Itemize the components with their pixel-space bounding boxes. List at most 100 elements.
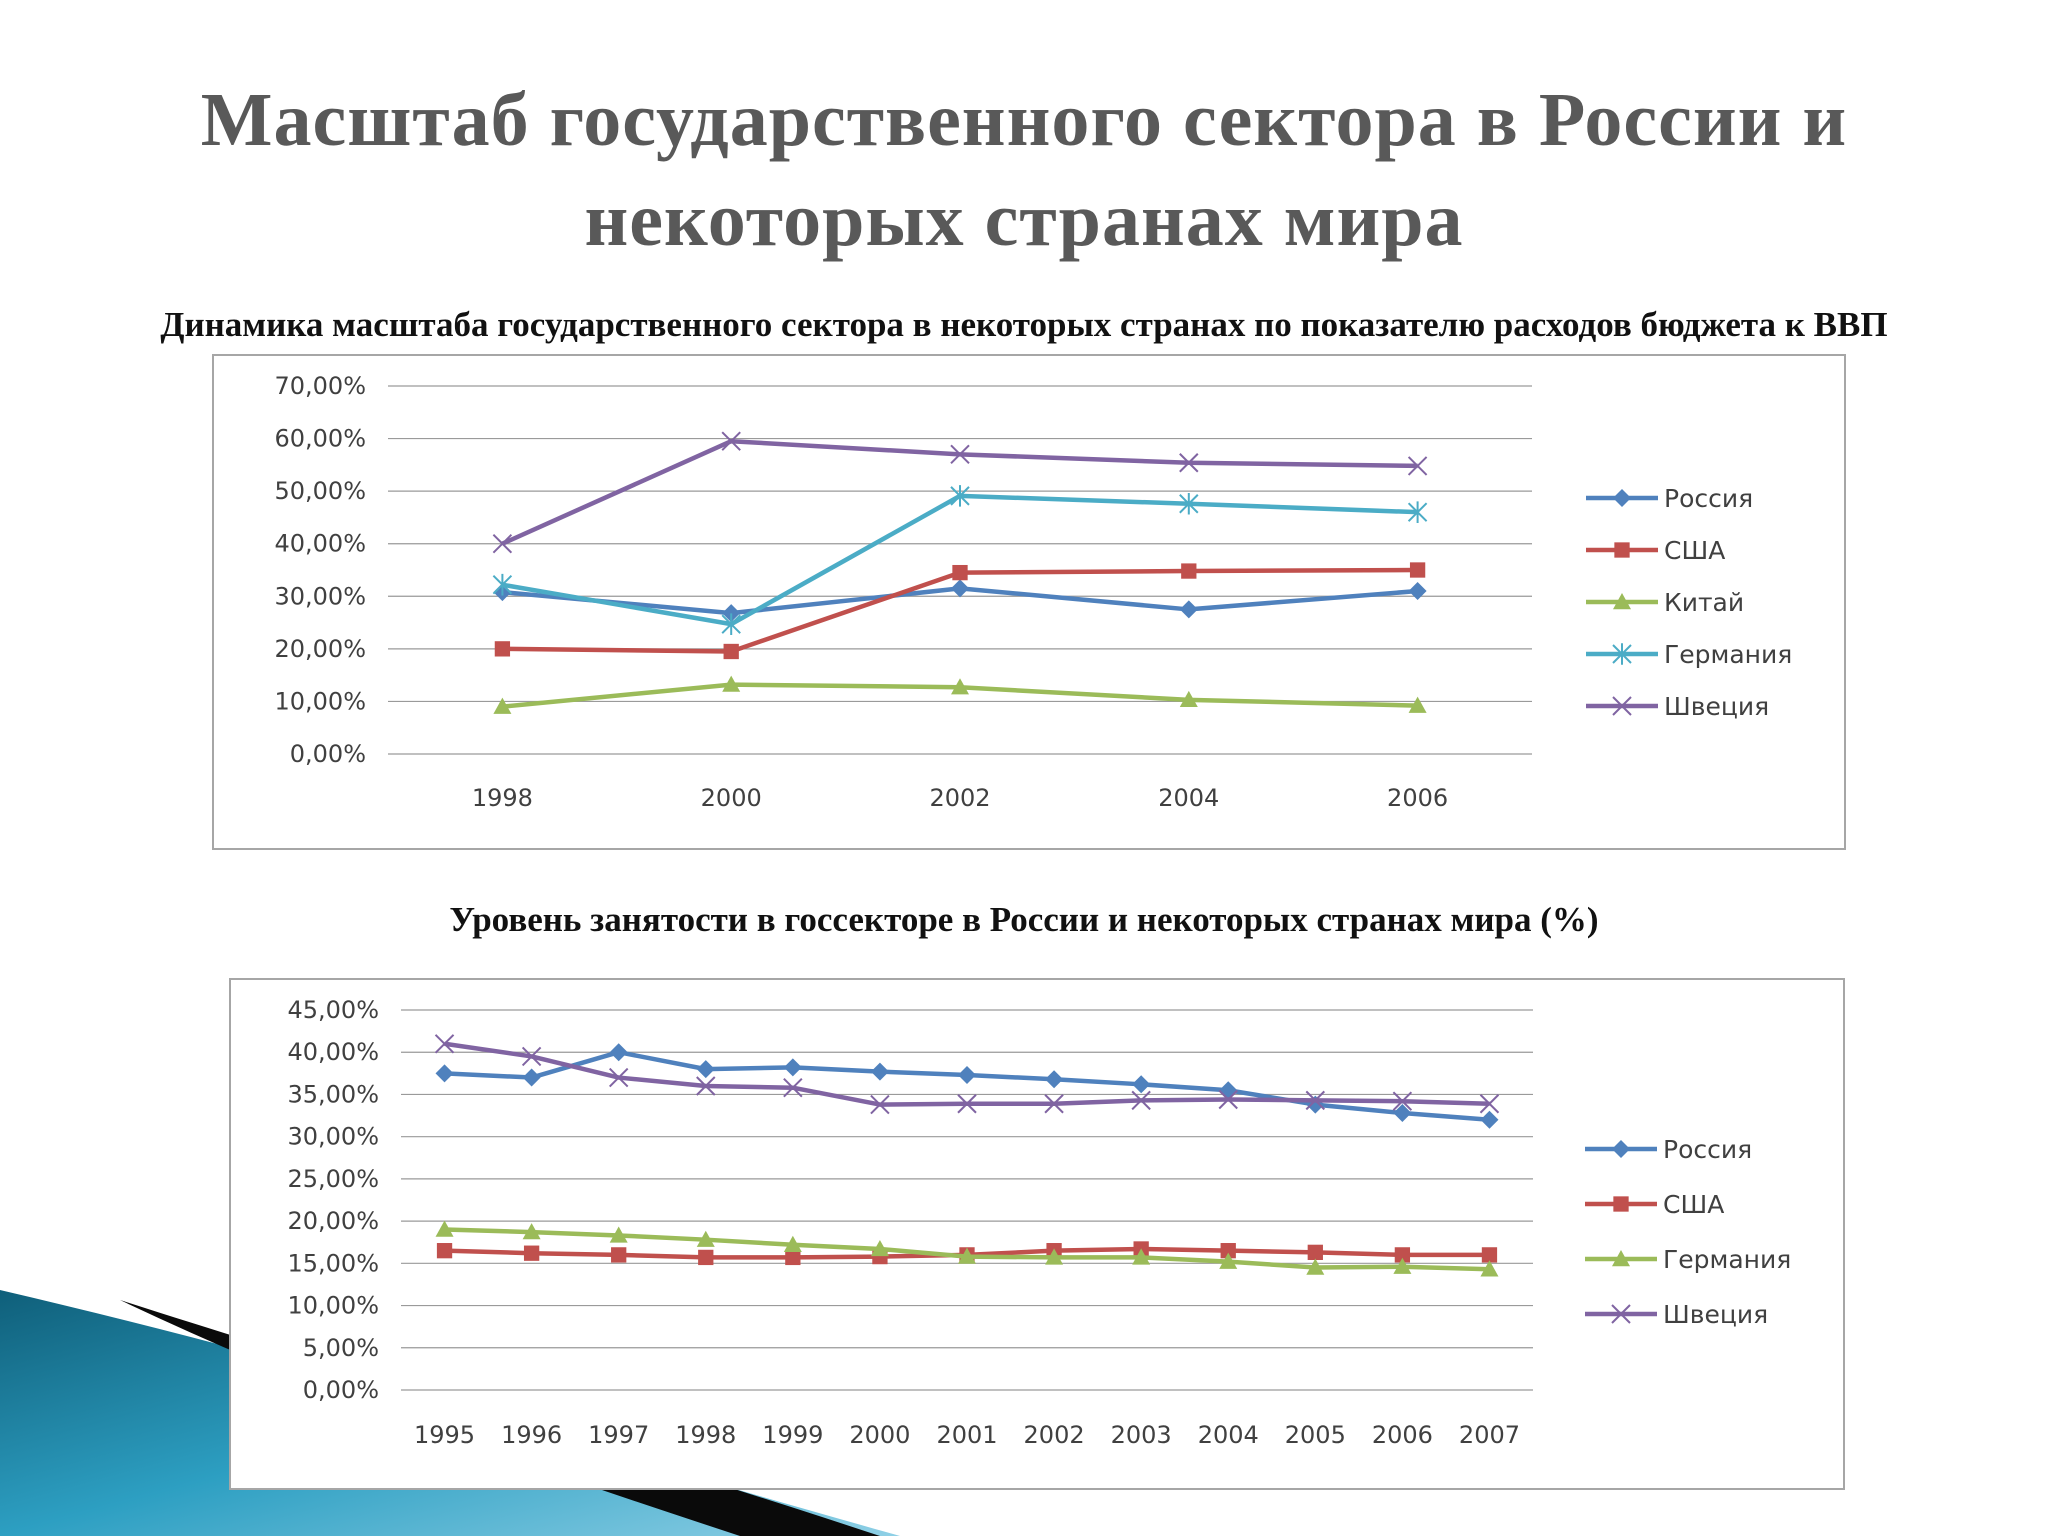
chart-2-series-германия-point	[1306, 1258, 1325, 1275]
chart-1-x-tick-label: 1998	[472, 784, 533, 812]
chart-1-x-tick-label: 2006	[1387, 784, 1448, 812]
chart-2-x-tick-label: 2005	[1285, 1421, 1346, 1449]
chart-2-series-россия-point	[870, 1062, 889, 1081]
chart-2-series-германия-point	[1132, 1248, 1151, 1265]
chart-1-series-россия-point	[951, 579, 969, 598]
chart-1-series-германия	[492, 485, 1428, 635]
chart-2-x-axis: 1995 1996 1997 1998 1999 2000 2001 2002 2003 2004…	[414, 1421, 1520, 1449]
chart-1-legend-marker	[1613, 593, 1631, 610]
chart-1-series-германия-point	[492, 573, 513, 596]
chart-1-legend-marker	[1612, 696, 1632, 716]
chart-2-legend-marker	[1612, 1140, 1630, 1158]
chart-2-series-германия-point	[696, 1230, 715, 1247]
chart-2-legend-label: Россия	[1663, 1135, 1752, 1164]
chart-1-title: Динамика масштаба государственного секто…	[160, 305, 1888, 344]
chart-1-legend-label: Россия	[1664, 484, 1753, 513]
chart-2-gridlines	[401, 1009, 1533, 1391]
chart-2-legend: Россия США Германия Швеция	[1585, 1135, 1791, 1329]
chart-1-series-китай-point	[1179, 690, 1198, 708]
chart-1-series-швеция	[492, 431, 1428, 554]
chart-2-series-швеция-point	[521, 1046, 542, 1067]
chart-1-series-германия-point	[1179, 492, 1199, 515]
chart-2-series-россия-point	[522, 1068, 541, 1087]
chart-1-legend-marker	[1613, 489, 1631, 507]
chart-2-legend-marker	[1612, 1250, 1630, 1267]
chart-2-y-tick-label: 20,00%	[287, 1207, 379, 1235]
chart-2-x-tick-label: 1999	[762, 1421, 823, 1449]
chart-2-series-швеция-point	[783, 1077, 803, 1098]
chart-1-y-tick-label: 30,00%	[274, 582, 366, 610]
chart-1-series-швеция-point	[492, 534, 513, 554]
chart-2-y-axis: 0,00% 5,00% 10,00% 15,00% 20,00% 25,00% 30,00%…	[287, 996, 379, 1404]
chart-1-series-германия-point	[721, 613, 741, 635]
chart-2-series-швеция-point	[1044, 1094, 1064, 1114]
chart-2-x-tick-label: 2004	[1198, 1421, 1259, 1449]
chart-2-legend-item-швеция: Швеция	[1585, 1300, 1768, 1329]
chart-2-series-швеция-point	[1131, 1090, 1151, 1111]
chart-2-series-германия-point	[609, 1226, 628, 1243]
chart-2-y-tick-label: 0,00%	[303, 1376, 379, 1404]
chart-2-x-tick-label: 2000	[849, 1421, 910, 1449]
chart-2-x-tick-label: 2001	[936, 1421, 997, 1449]
chart-1-legend-item-швеция: Швеция	[1586, 692, 1769, 721]
chart-1-series-швеция-point	[1407, 456, 1428, 476]
chart-1-y-axis: 0,00% 10,00% 20,00% 30,00% 40,00% 50,00% 60,00…	[274, 372, 366, 768]
chart-2-x-tick-label: 1997	[588, 1421, 649, 1449]
chart-1-series-китай-point	[722, 675, 741, 692]
chart-2-series-сша-point	[698, 1249, 714, 1266]
chart-1-legend-marker	[1612, 643, 1632, 665]
chart-1-legend-item-германия: Германия	[1586, 640, 1792, 669]
chart-2-series-сша-point	[1307, 1244, 1323, 1261]
chart-2-series-сша-point	[611, 1247, 627, 1263]
chart-2-series-сша-point	[1220, 1243, 1236, 1259]
chart-2-series-россия-point	[609, 1043, 628, 1062]
chart-1-series-сша-point	[1409, 562, 1426, 578]
chart-1-legend-label: Швеция	[1664, 692, 1769, 721]
chart-1-y-tick-label: 40,00%	[274, 530, 366, 558]
chart-2-series-россия	[435, 1043, 1499, 1129]
chart-2-x-tick-label: 2006	[1372, 1421, 1433, 1449]
chart-1-legend-label: Китай	[1664, 588, 1744, 617]
chart-2-series-сша-point	[436, 1243, 453, 1259]
slide-title: Масштаб государственного сектора в Росси…	[0, 70, 2048, 270]
chart-2-series-сша-point	[1481, 1247, 1498, 1263]
chart-1-series-россия-point	[1179, 600, 1198, 619]
chart-2-legend-label: Германия	[1663, 1245, 1791, 1274]
chart-1-y-tick-label: 10,00%	[274, 687, 366, 715]
budget-spending-chart-svg: 0,00% 10,00% 20,00% 30,00% 40,00% 50,00% 60,00…	[274, 372, 1792, 812]
slide-title-line-1: Масштаб государственного сектора в Росси…	[200, 78, 1848, 162]
chart-1-y-tick-label: 70,00%	[274, 372, 366, 400]
chart-2-x-tick-label: 1996	[501, 1421, 562, 1449]
chart-2-series-германия-point	[1219, 1252, 1238, 1269]
chart-1-legend-item-китай: Китай	[1586, 588, 1744, 617]
chart-2-legend-item-германия: Германия	[1585, 1245, 1791, 1274]
chart-2-legend-label: Швеция	[1663, 1300, 1768, 1329]
chart-2-y-tick-label: 40,00%	[287, 1038, 379, 1066]
chart-2-series-сша-point	[523, 1245, 540, 1261]
chart-2-series-россия-point	[958, 1066, 976, 1085]
chart-2-x-tick-label: 2002	[1024, 1421, 1085, 1449]
chart-2-series-россия-point	[435, 1064, 454, 1083]
chart-1-x-tick-label: 2004	[1158, 784, 1219, 812]
chart-1-y-tick-label: 50,00%	[274, 477, 366, 505]
chart-2-y-tick-label: 35,00%	[287, 1080, 379, 1108]
chart-2-x-tick-label: 2003	[1111, 1421, 1172, 1449]
chart-1-series-китай-point	[1408, 696, 1427, 713]
chart-2-series-германия-point	[783, 1235, 802, 1252]
chart-2-x-tick-label: 1998	[675, 1421, 736, 1449]
chart-2-series-германия-point	[1393, 1257, 1412, 1274]
chart-2-series-россия-point	[1306, 1095, 1325, 1114]
chart-1-legend-marker	[1614, 542, 1630, 558]
chart-2-title: Уровень занятости в госсекторе в России …	[449, 900, 1599, 939]
chart-2-y-tick-label: 10,00%	[287, 1292, 379, 1320]
chart-2-series-швеция-point	[1218, 1089, 1238, 1110]
chart-1-x-tick-label: 2000	[701, 784, 762, 812]
chart-2-series-германия-point	[870, 1239, 889, 1257]
chart-2-series-россия-point	[1132, 1075, 1151, 1094]
chart-1-series-китай-point	[493, 697, 512, 714]
chart-2-y-tick-label: 25,00%	[287, 1165, 379, 1193]
slide-title-line-2: некоторых странах мира	[584, 178, 1464, 262]
chart-2-series-швеция-point	[1305, 1090, 1326, 1111]
chart-2-series-россия-point	[696, 1060, 715, 1079]
chart-2-series-германия-point	[1480, 1260, 1499, 1277]
